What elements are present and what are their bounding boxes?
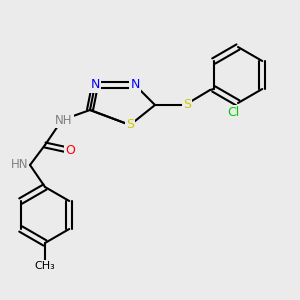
Text: N: N (130, 79, 140, 92)
Text: N: N (90, 79, 100, 92)
Text: NH: NH (55, 113, 73, 127)
Text: O: O (65, 143, 75, 157)
Text: Cl: Cl (227, 106, 239, 119)
Text: S: S (183, 98, 191, 112)
Text: HN: HN (11, 158, 28, 172)
Text: CH₃: CH₃ (34, 261, 56, 271)
Text: S: S (126, 118, 134, 131)
